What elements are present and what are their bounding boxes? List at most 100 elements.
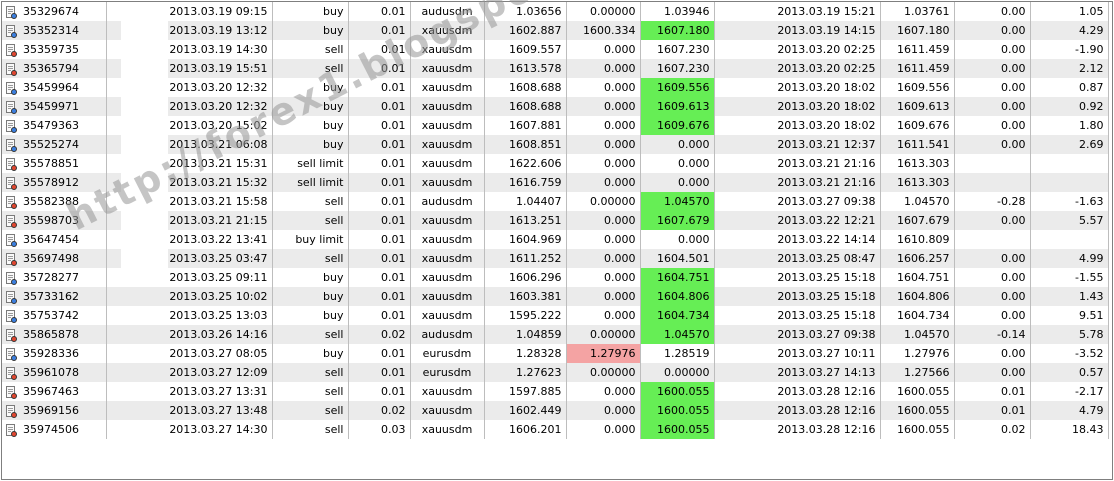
swap-value: 0.00 — [1001, 100, 1026, 113]
sl-value: 0.000 — [604, 233, 636, 246]
close-price-cell: 1611.459 — [880, 40, 955, 59]
sl-cell: 0.000 — [566, 249, 641, 268]
ticket-value: 35728277 — [23, 271, 79, 284]
size-cell: 0.02 — [348, 401, 411, 420]
tp-value: 1604.501 — [657, 252, 710, 265]
swap-value: -0.28 — [997, 195, 1026, 208]
swap-value: 0.00 — [1001, 5, 1026, 18]
table-row[interactable]: 35974506 2013.03.27 14:30 sell 0.03 xauusdm 1… — [2, 420, 1109, 439]
close-price-cell: 1613.303 — [880, 154, 955, 173]
ticket-value: 35697498 — [23, 252, 79, 265]
size-value: 0.01 — [381, 385, 406, 398]
type-value: sell — [324, 423, 344, 436]
close-price-cell: 1600.055 — [880, 401, 955, 420]
open-time-value: 2013.03.19 14:30 — [169, 43, 268, 56]
ticket-value: 35525274 — [23, 138, 79, 151]
table-row[interactable]: 35359735 2013.03.19 14:30 sell 0.01 xauusdm 1… — [2, 40, 1109, 59]
sl-value: 0.000 — [604, 271, 636, 284]
open-time-value: 2013.03.25 03:47 — [169, 252, 268, 265]
sl-cell: 0.000 — [566, 40, 641, 59]
swap-cell — [954, 154, 1031, 173]
table-row[interactable]: 35329674 2013.03.19 09:15 buy 0.01 audusdm 1.… — [2, 2, 1109, 21]
ticket-value: 35928336 — [23, 347, 79, 360]
close-time-value: 2013.03.21 21:16 — [777, 157, 876, 170]
profit-value: 0.57 — [1079, 366, 1104, 379]
sl-cell: 0.000 — [566, 78, 641, 97]
size-value: 0.01 — [381, 100, 406, 113]
table-row[interactable]: 35753742 2013.03.25 13:03 buy 0.01 xauusdm 15… — [2, 306, 1109, 325]
tp-cell: 1609.613 — [640, 97, 715, 116]
profit-value: 2.69 — [1079, 138, 1104, 151]
ticket-value: 35365794 — [23, 62, 79, 75]
open-time-value: 2013.03.27 08:05 — [169, 347, 268, 360]
size-value: 0.01 — [381, 195, 406, 208]
sl-value: 1600.334 — [583, 24, 636, 37]
ticket-value: 35459964 — [23, 81, 79, 94]
close-price-value: 1613.303 — [897, 157, 950, 170]
buy-order-icon — [6, 233, 17, 247]
table-row[interactable]: 35733162 2013.03.25 10:02 buy 0.01 xauusdm 16… — [2, 287, 1109, 306]
ticket-value: 35352314 — [23, 24, 79, 37]
price-value: 1622.606 — [509, 157, 562, 170]
size-cell: 0.01 — [348, 192, 411, 211]
ticket-value: 35459971 — [23, 100, 79, 113]
price-cell: 1613.251 — [484, 211, 567, 230]
close-time-cell: 2013.03.28 12:16 — [714, 401, 881, 420]
sl-cell: 0.000 — [566, 211, 641, 230]
price-value: 1.04407 — [516, 195, 562, 208]
sl-cell: 0.000 — [566, 287, 641, 306]
type-cell: sell — [272, 249, 349, 268]
swap-value: 0.00 — [1001, 138, 1026, 151]
item-cell: xauusdm — [410, 116, 485, 135]
ticket-cell: 35969156 — [2, 401, 107, 420]
sell-order-icon — [6, 404, 17, 418]
table-row[interactable]: 35961078 2013.03.27 12:09 sell 0.01 eurusdm 1… — [2, 363, 1109, 382]
ticket-value: 35647454 — [23, 233, 79, 246]
table-row[interactable]: 35352314 2013.03.19 13:12 buy 0.01 xauusdm 16… — [2, 21, 1109, 40]
type-cell: buy — [272, 97, 349, 116]
profit-cell: 4.79 — [1030, 401, 1109, 420]
ticket-value: 35578912 — [23, 176, 79, 189]
type-cell: sell — [272, 382, 349, 401]
profit-value: 1.43 — [1079, 290, 1104, 303]
close-price-value: 1604.751 — [897, 271, 950, 284]
tp-value: 1607.180 — [657, 24, 710, 37]
type-value: buy — [323, 347, 344, 360]
open-time-value: 2013.03.27 13:48 — [169, 404, 268, 417]
close-time-cell: 2013.03.28 12:16 — [714, 420, 881, 439]
table-row[interactable]: 35928336 2013.03.27 08:05 buy 0.01 eurusdm 1.… — [2, 344, 1109, 363]
item-value: xauusdm — [421, 290, 473, 303]
swap-value: 0.00 — [1001, 214, 1026, 227]
ticket-cell: 35647454 — [2, 230, 107, 249]
price-cell: 1608.688 — [484, 78, 567, 97]
swap-value: 0.00 — [1001, 271, 1026, 284]
item-cell: xauusdm — [410, 287, 485, 306]
price-cell: 1608.851 — [484, 135, 567, 154]
item-value: xauusdm — [421, 309, 473, 322]
item-cell: xauusdm — [410, 249, 485, 268]
ticket-value: 35961078 — [23, 366, 79, 379]
close-price-cell: 1600.055 — [880, 382, 955, 401]
tp-cell: 1609.676 — [640, 116, 715, 135]
type-value: buy — [323, 81, 344, 94]
item-cell: xauusdm — [410, 59, 485, 78]
swap-value: 0.00 — [1001, 81, 1026, 94]
close-price-value: 1611.459 — [897, 62, 950, 75]
table-row[interactable]: 35967463 2013.03.27 13:31 sell 0.01 xauusdm 1… — [2, 382, 1109, 401]
price-cell: 1622.606 — [484, 154, 567, 173]
swap-cell: -0.14 — [954, 325, 1031, 344]
swap-cell — [954, 173, 1031, 192]
ticket-cell: 35865878 — [2, 325, 107, 344]
table-row[interactable]: 35598703 2013.03.21 21:15 sell 0.01 xauusdm 1… — [2, 211, 1109, 230]
table-row[interactable]: 35969156 2013.03.27 13:48 sell 0.02 xauusdm 1… — [2, 401, 1109, 420]
tp-cell: 0.000 — [640, 135, 715, 154]
buy-order-icon — [6, 100, 17, 114]
sell-order-icon — [6, 252, 17, 266]
table-row[interactable]: 35697498 2013.03.25 03:47 sell 0.01 xauusdm 1… — [2, 249, 1109, 268]
item-cell: xauusdm — [410, 135, 485, 154]
table-row[interactable]: 35865878 2013.03.26 14:16 sell 0.02 audusdm 1… — [2, 325, 1109, 344]
ticket-cell: 35352314 — [2, 21, 107, 40]
swap-value: 0.00 — [1001, 366, 1026, 379]
close-time-cell: 2013.03.25 15:18 — [714, 306, 881, 325]
